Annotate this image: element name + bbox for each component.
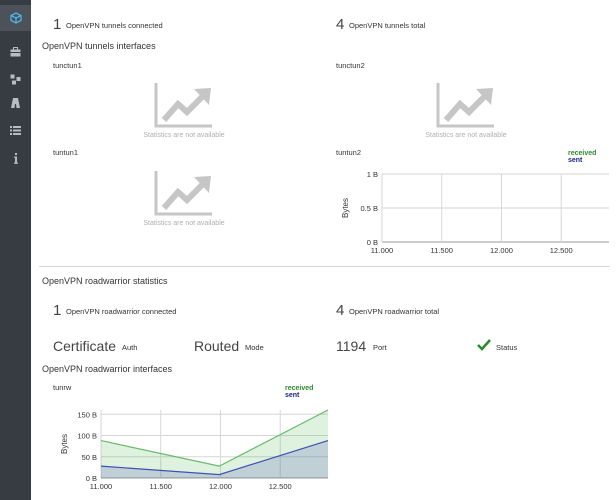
tunnels-connected-label: OpenVPN tunnels connected: [66, 21, 163, 30]
y-tick-label: 0 B: [367, 238, 378, 247]
list-icon: [10, 125, 21, 135]
legend-sent: sent: [285, 392, 300, 399]
series-line-sent: [100, 440, 329, 476]
port-value: 1194: [336, 338, 367, 354]
interface-name-tunctun1: tunctun1: [53, 61, 82, 70]
y-axis-title: Bytes: [60, 434, 69, 454]
stats-unavailable-text: Statistics are not available: [143, 220, 225, 227]
sidebar: [0, 0, 31, 500]
auth-value: Certificate: [53, 338, 117, 354]
y-tick-label: 0 B: [86, 474, 97, 483]
x-tick-label: 12.000: [490, 246, 513, 255]
info-icon: [13, 152, 18, 164]
legend-received: received: [285, 385, 314, 392]
tuntun2-traffic-chart: 0 B 0.5 B 1 B 11.000 11.500 12.000 12.500 Bytes: [341, 170, 609, 255]
y-tick-label: 100 B: [77, 432, 97, 441]
tunnels-total-count: 4: [336, 16, 345, 33]
x-tick-label: 11.000: [371, 246, 393, 255]
stats-unavailable-text: Statistics are not available: [425, 132, 507, 139]
sidebar-item-roadwarrior[interactable]: [0, 90, 31, 116]
tunnels-connected-count: 1: [53, 16, 62, 33]
y-tick-label: 150 B: [77, 410, 97, 419]
tunnels-total-label: OpenVPN tunnels total: [349, 21, 426, 30]
briefcase-icon: [10, 47, 21, 57]
x-tick-label: 12.000: [209, 482, 232, 491]
y-axis-title: Bytes: [341, 198, 350, 218]
sidebar-item-dashboard[interactable]: [0, 5, 31, 31]
roadwarrior-connected-label: OpenVPN roadwarrior connected: [66, 307, 177, 316]
main-content: 1 OpenVPN tunnels connected 4 OpenVPN tu…: [31, 0, 616, 500]
network-icon: [10, 74, 21, 84]
tunrw-traffic-chart: 0 B 50 B 100 B 150 B 11.000 11.500 12.000 12.50…: [60, 409, 329, 491]
legend-sent: sent: [568, 157, 583, 164]
chart-unavailable-icon: [154, 83, 212, 128]
cube-icon: [9, 12, 22, 24]
interface-name-tunctun2: tunctun2: [336, 61, 365, 70]
interface-name-tuntun1: tuntun1: [53, 148, 79, 157]
legend-received: received: [568, 150, 597, 157]
x-tick-label: 12.500: [550, 246, 573, 255]
sidebar-item-logs[interactable]: [0, 117, 31, 143]
road-icon: [11, 98, 20, 108]
x-tick-label: 11.500: [431, 246, 453, 255]
sidebar-item-info[interactable]: [0, 145, 31, 171]
chart-unavailable-icon: [436, 83, 494, 128]
x-tick-label: 11.500: [150, 482, 172, 491]
interface-name-tuntun2: tuntun2: [336, 148, 362, 157]
tunnels-interfaces-title: OpenVPN tunnels interfaces: [42, 41, 156, 51]
port-label: Port: [373, 343, 387, 352]
sidebar-item-packages[interactable]: [0, 39, 31, 65]
series-area-sent: [101, 440, 328, 478]
y-tick-label: 50 B: [82, 453, 97, 462]
roadwarrior-total-count: 4: [336, 302, 345, 319]
y-tick-label: 0.5 B: [360, 204, 378, 213]
roadwarrior-connected-count: 1: [53, 302, 62, 319]
auth-label: Auth: [122, 343, 138, 352]
roadwarrior-interfaces-title: OpenVPN roadwarrior interfaces: [42, 364, 173, 374]
chart-unavailable-icon: [154, 171, 212, 216]
y-tick-label: 1 B: [367, 170, 378, 179]
status-check-icon: [477, 339, 491, 351]
section-divider: [39, 266, 610, 267]
series-line-received: [100, 409, 329, 467]
status-label: Status: [496, 343, 518, 352]
roadwarrior-title: OpenVPN roadwarrior statistics: [42, 276, 168, 286]
mode-label: Mode: [245, 343, 264, 352]
stats-unavailable-text: Statistics are not available: [143, 132, 225, 139]
sidebar-item-network[interactable]: [0, 66, 31, 92]
mode-value: Routed: [194, 338, 240, 354]
interface-name-tunrw: tunrw: [53, 383, 72, 392]
series-area-received: [101, 410, 328, 478]
x-tick-label: 11.000: [90, 482, 112, 491]
roadwarrior-total-label: OpenVPN roadwarrior total: [349, 307, 440, 316]
x-tick-label: 12.500: [269, 482, 292, 491]
